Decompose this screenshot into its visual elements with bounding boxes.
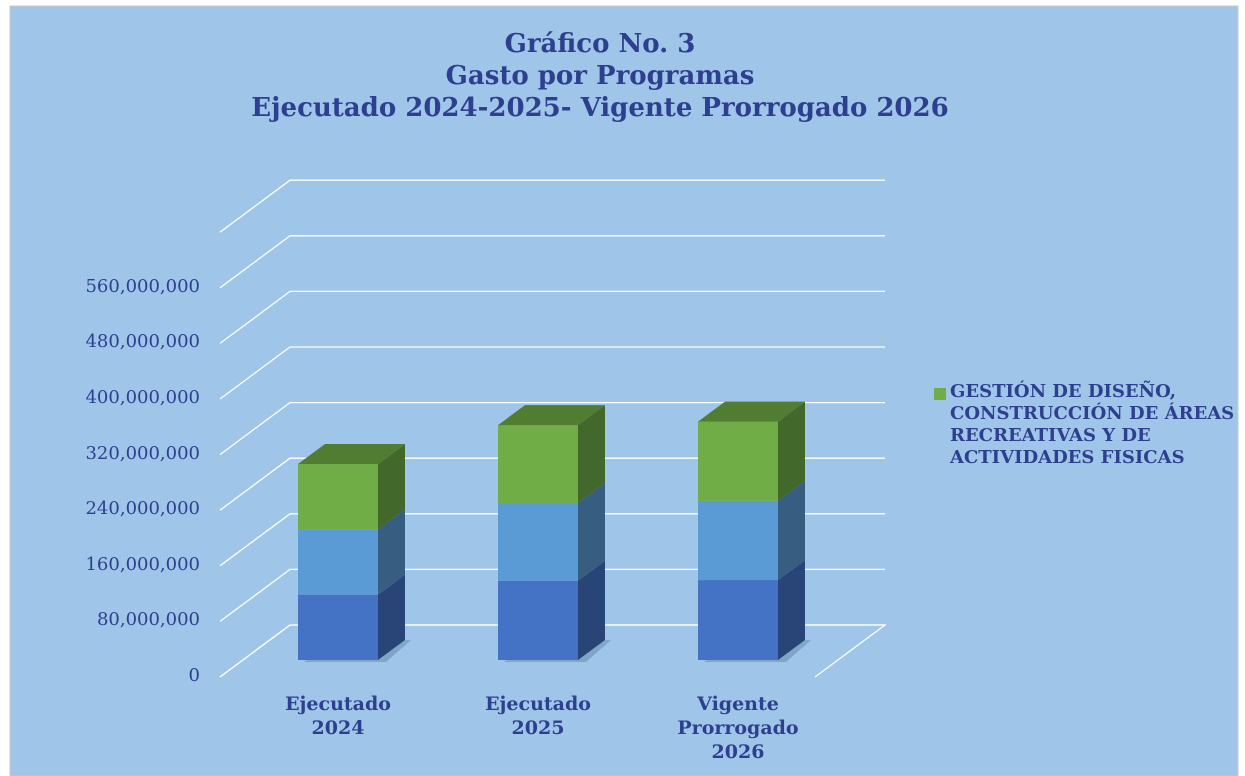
bar-segment	[698, 500, 778, 581]
y-tick-label: 0	[188, 665, 200, 686]
bar-top	[698, 401, 805, 422]
bar-segment	[298, 529, 378, 595]
x-tick-label: Vigente Prorrogado 2026	[677, 693, 799, 763]
bar-side	[578, 560, 605, 660]
bar-segment	[498, 425, 578, 503]
x-tick-label: Ejecutado 2025	[485, 693, 591, 739]
y-tick-label: 160,000,000	[85, 553, 200, 575]
grid-line	[219, 513, 885, 567]
bar-segment	[498, 502, 578, 581]
legend-label: GESTIÓN DE DISEÑO, CONSTRUCCIÓN DE ÁREAS…	[950, 381, 1235, 468]
grid-line	[219, 401, 885, 456]
bar-segment	[698, 580, 778, 660]
legend-swatch	[934, 388, 946, 400]
bar-side	[578, 482, 605, 581]
chart-background	[9, 5, 1239, 776]
bar-side	[378, 509, 405, 595]
bar-side	[778, 401, 805, 501]
grid-line	[219, 290, 885, 344]
chart-subtitle: Gasto por Programas	[445, 61, 755, 91]
bar-side	[778, 480, 805, 581]
y-tick-label: 480,000,000	[85, 331, 200, 353]
bar-side	[378, 574, 405, 660]
grid-line	[219, 235, 885, 289]
grid-line	[219, 346, 885, 400]
y-tick-label: 240,000,000	[85, 498, 200, 520]
bar-top	[298, 444, 405, 465]
bar-top	[498, 405, 605, 426]
bar-side	[778, 560, 805, 660]
chart-subtitle: Ejecutado 2024-2025- Vigente Prorrogado …	[251, 93, 949, 123]
chart-title: Gráfico No. 3	[504, 29, 696, 59]
grid-line	[219, 568, 885, 622]
x-tick-label: Ejecutado 2024	[285, 693, 391, 739]
bar-side	[378, 444, 405, 530]
bar-segment	[698, 421, 778, 501]
grid-line	[219, 179, 885, 233]
y-tick-label: 80,000,000	[96, 609, 200, 631]
bar-side	[578, 405, 605, 503]
bar-segment	[298, 464, 378, 530]
y-tick-label: 400,000,000	[85, 387, 200, 408]
grid-line	[219, 457, 885, 511]
bar-segment	[498, 580, 578, 660]
y-tick-label: 560,000,000	[85, 275, 200, 297]
y-tick-label: 320,000,000	[85, 442, 200, 464]
bar-segment	[298, 594, 378, 660]
